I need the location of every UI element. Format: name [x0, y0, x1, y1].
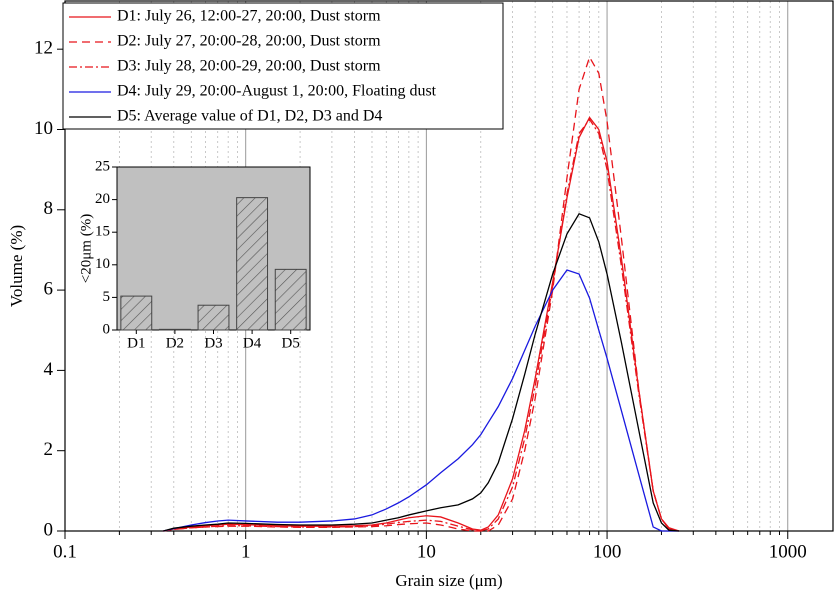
y-tick-label: 0 [44, 519, 54, 540]
x-axis-label: Grain size (μm) [395, 571, 502, 590]
legend-label: D3: July 28, 20:00-29, 20:00, Dust storm [117, 58, 381, 75]
x-tick-label: 1000 [769, 541, 807, 562]
data-line [163, 269, 679, 532]
legend-label: D5: Average value of D1, D2, D3 and D4 [117, 108, 382, 125]
bar [158, 328, 191, 331]
x-tick-label: 100 [593, 541, 622, 562]
y-tick-label: 6 [44, 278, 54, 299]
bar [197, 304, 230, 331]
legend-label: D4: July 29, 20:00-August 1, 20:00, Floa… [117, 83, 437, 100]
x-tick-label: D5 [282, 335, 300, 351]
x-tick-label: D4 [243, 335, 262, 351]
x-tick-label: 0.1 [53, 541, 77, 562]
legend-box [62, 2, 504, 130]
bar [236, 197, 269, 331]
y-tick-label: 5 [103, 289, 111, 305]
y-tick-label: 20 [95, 191, 110, 207]
y-axis-label: <20μm (%) [78, 214, 94, 283]
y-tick-label: 12 [34, 38, 53, 59]
legend-label: D2: July 27, 20:00-28, 20:00, Dust storm [117, 33, 381, 50]
x-tick-label: D2 [166, 335, 184, 351]
data-line [163, 212, 680, 532]
y-tick-label: 8 [44, 198, 54, 219]
y-tick-label: 2 [44, 439, 54, 460]
y-tick-label: 4 [44, 359, 54, 380]
y-axis-label: Volume (%) [7, 225, 26, 307]
y-tick-label: 0 [103, 321, 111, 337]
plot-frame [64, 0, 834, 532]
y-tick-label: 15 [95, 224, 110, 240]
bar [120, 295, 153, 331]
data-line [163, 118, 680, 532]
y-tick-label: 25 [95, 158, 110, 174]
legend-label: D1: July 26, 12:00-27, 20:00, Dust storm [117, 8, 381, 25]
x-tick-label: D1 [127, 335, 145, 351]
y-tick-label: 10 [95, 256, 110, 272]
x-tick-label: D3 [204, 335, 222, 351]
bar [274, 268, 307, 331]
y-tick-label: 10 [34, 118, 53, 139]
x-tick-label: 10 [417, 541, 436, 562]
data-line [163, 116, 680, 532]
x-tick-label: 1 [241, 541, 251, 562]
